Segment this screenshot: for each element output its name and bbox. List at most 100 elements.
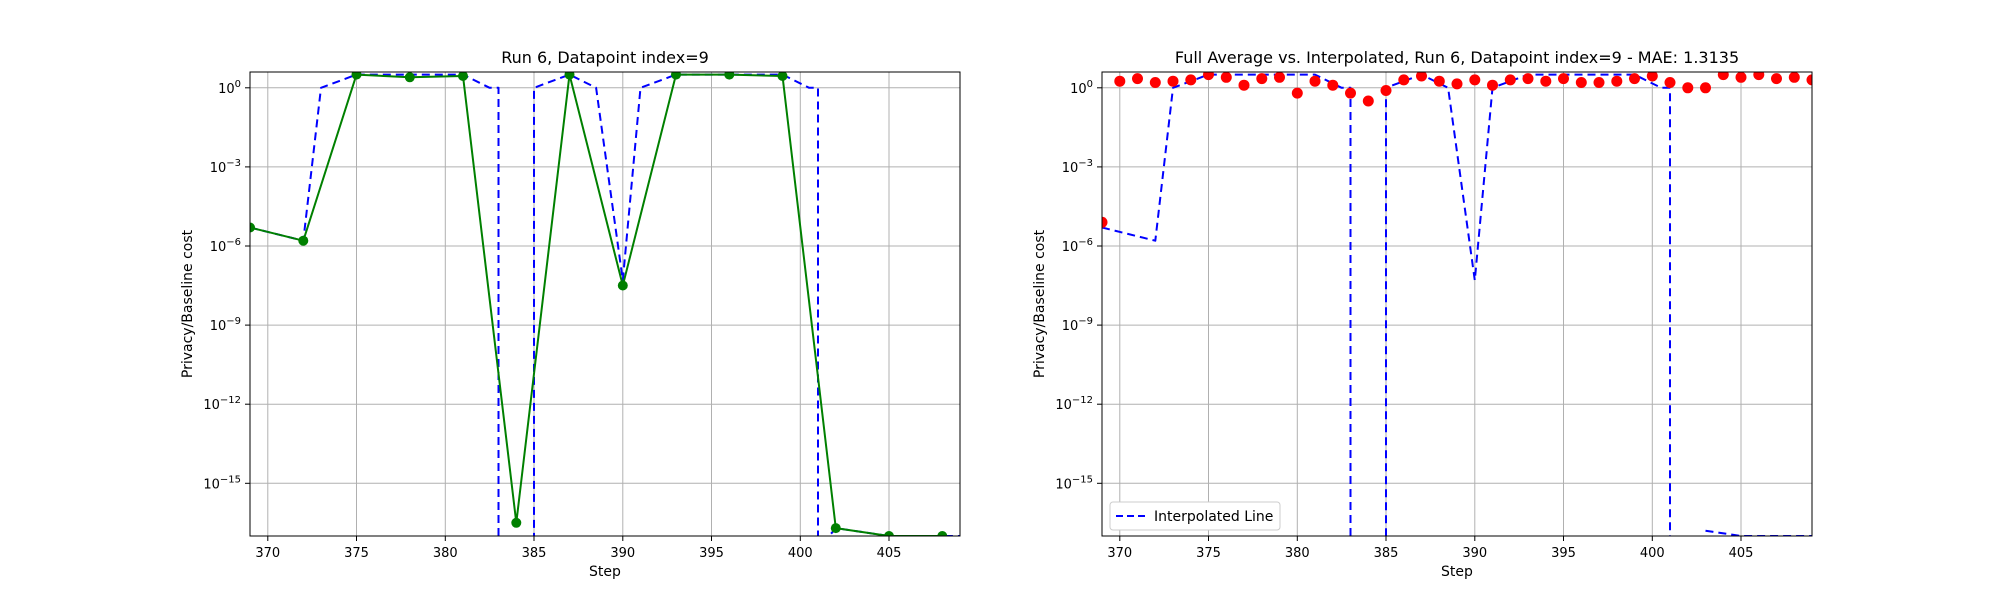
series-line-samples [250, 73, 943, 536]
y-tick-label: 100 [1070, 79, 1093, 97]
data-point-full-average [1753, 72, 1765, 81]
x-tick-label: 385 [1374, 546, 1399, 561]
data-point-full-average [1717, 72, 1729, 81]
chart-left-grid [250, 72, 960, 536]
data-point-full-average [1149, 77, 1161, 88]
chart-right-y-axis-label: Privacy/Baseline cost [1032, 229, 1048, 378]
x-tick-label: 390 [610, 546, 635, 561]
x-tick-label: 405 [1729, 546, 1754, 561]
data-point-samples [351, 72, 362, 80]
chart-right-grid [1102, 72, 1812, 536]
chart-right-frame [1101, 71, 1813, 537]
data-point-samples [298, 235, 309, 246]
chart-left-ticks: 370 375 380 385 390 395 400 405 100 10−3 10−6 10−9 1… [203, 79, 901, 561]
y-tick-label: 10−3 [1062, 158, 1093, 176]
x-tick-label: 395 [699, 546, 724, 561]
data-point-samples [724, 72, 735, 80]
x-tick-label: 370 [255, 546, 280, 561]
data-point-full-average [1771, 73, 1782, 85]
data-point-full-average [1646, 72, 1658, 82]
data-point-full-average [1238, 79, 1250, 91]
chart-left: 370 375 380 385 390 395 400 405 100 10−3 10−6 10−9 1… [180, 48, 961, 580]
data-point-samples [250, 222, 255, 233]
data-point-full-average [1629, 73, 1640, 85]
x-tick-label: 400 [788, 546, 813, 561]
data-point-full-average [1167, 75, 1179, 87]
data-point-full-average [1451, 78, 1463, 90]
data-point-full-average [1398, 74, 1410, 86]
data-point-samples [884, 531, 894, 536]
data-point-full-average [1700, 82, 1711, 94]
y-tick-label: 10−9 [1062, 316, 1093, 334]
x-tick-label: 375 [344, 546, 369, 561]
data-point-full-average [1345, 87, 1356, 99]
data-point-full-average [1102, 216, 1108, 228]
data-point-full-average [1735, 72, 1747, 83]
data-point-full-average [1220, 72, 1232, 83]
data-point-full-average [1504, 74, 1516, 86]
data-point-full-average [1274, 72, 1285, 83]
y-tick-label: 10−9 [210, 316, 241, 334]
data-point-full-average [1309, 75, 1321, 87]
x-tick-label: 380 [1285, 546, 1310, 561]
data-point-full-average [1433, 75, 1445, 87]
chart-left-frame [249, 71, 961, 537]
x-tick-label: 385 [522, 546, 547, 561]
x-tick-label: 395 [1551, 546, 1576, 561]
y-tick-label: 100 [218, 79, 241, 97]
data-point-full-average [1682, 82, 1694, 94]
data-point-full-average [1611, 75, 1623, 87]
data-point-full-average [1487, 79, 1498, 91]
data-point-full-average [1522, 73, 1534, 85]
chart-right-plot-area [1102, 72, 1812, 536]
data-point-samples [617, 280, 628, 291]
data-point-samples [458, 72, 468, 81]
legend-label: Interpolated Line [1154, 509, 1273, 525]
data-point-full-average [1664, 77, 1676, 88]
x-tick-label: 405 [877, 546, 902, 561]
data-point-samples [671, 72, 681, 80]
chart-left-plot-area [250, 72, 960, 536]
data-point-full-average [1291, 87, 1303, 99]
data-point-full-average [1185, 74, 1197, 86]
data-point-full-average [1806, 74, 1812, 86]
data-point-samples [777, 72, 788, 81]
chart-right: 370 375 380 385 390 395 400 405 100 10−3 10−6 10−9 1… [1032, 48, 1813, 580]
data-point-full-average [1327, 79, 1339, 91]
y-tick-label: 10−15 [1055, 474, 1093, 492]
series-line-interpolated-line [1385, 73, 1671, 536]
data-point-full-average [1380, 85, 1392, 96]
data-point-full-average [1469, 74, 1481, 86]
series-line-interpolated-line [1705, 529, 1812, 536]
x-tick-label: 370 [1107, 546, 1132, 561]
data-point-full-average [1558, 73, 1569, 85]
data-point-full-average [1416, 72, 1427, 82]
data-point-full-average [1788, 72, 1800, 83]
data-point-samples [937, 531, 948, 536]
data-point-samples [511, 517, 522, 528]
data-point-full-average [1132, 73, 1143, 85]
chart-left-x-axis-label: Step [589, 564, 621, 580]
y-tick-label: 10−3 [210, 158, 241, 176]
chart-right-legend: Interpolated Line [1109, 501, 1281, 531]
data-point-full-average [1362, 95, 1374, 107]
x-tick-label: 380 [433, 546, 458, 561]
chart-left-title: Run 6, Datapoint index=9 [501, 48, 709, 67]
chart-left-y-axis-label: Privacy/Baseline cost [180, 229, 196, 378]
data-point-full-average [1256, 73, 1268, 85]
x-tick-label: 400 [1640, 546, 1665, 561]
data-point-full-average [1203, 72, 1214, 81]
data-point-full-average [1114, 75, 1126, 87]
chart-right-title: Full Average vs. Interpolated, Run 6, Da… [1175, 48, 1739, 67]
y-tick-label: 10−12 [203, 395, 241, 413]
chart-right-x-axis-label: Step [1441, 564, 1473, 580]
x-tick-label: 375 [1196, 546, 1221, 561]
data-point-full-average [1593, 77, 1605, 88]
y-tick-label: 10−12 [1055, 395, 1093, 413]
chart-right-ticks: 370 375 380 385 390 395 400 405 100 10−3 10−6 10−9 1… [1055, 79, 1753, 561]
data-point-samples [564, 72, 575, 80]
data-point-full-average [1575, 77, 1587, 88]
y-tick-label: 10−6 [1062, 237, 1093, 255]
